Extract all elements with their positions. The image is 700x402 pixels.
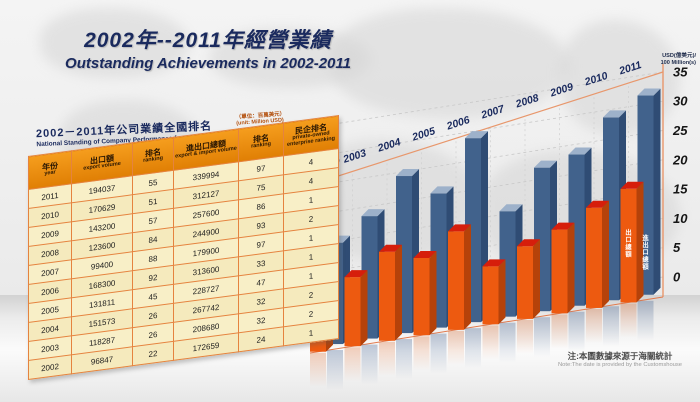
year-label-2007: 2007 [479,103,507,122]
value-axis-unit-en: 100 Million(s) [661,60,697,66]
export-bar-2008 [517,239,540,319]
bar-chart: 出口總額進出口總額2002200320042005200620072008200… [295,50,700,391]
reflection [344,347,361,382]
reflection [620,303,637,338]
reflection [430,333,447,374]
reflection [482,325,499,360]
year-label-2009: 2009 [548,81,575,100]
year-label-2006: 2006 [444,114,471,133]
chart-note-cn: 注:本圖數據來源于海關統計 [567,351,673,361]
page-title: 2002年--2011年經營業績 Outstanding Achievement… [58,24,358,72]
reflection [396,339,412,380]
reflection [534,317,550,358]
tick-label-10: 10 [673,211,688,226]
export-bar-2009 [551,222,575,314]
year-label-2004: 2004 [375,136,402,155]
tick-label-30: 30 [673,94,688,109]
reflection [448,330,464,365]
reflection [551,314,568,349]
map-blob [330,8,570,118]
reflection [603,306,619,347]
reflection [517,319,533,354]
year-axis-line [309,71,664,186]
reflection [413,336,430,371]
export-bar-2005 [413,250,437,336]
reflection [568,311,585,352]
reflection [327,350,343,391]
export-bar-2004 [379,244,402,341]
page-title-en: Outstanding Achievements in 2002-2011 [65,55,351,72]
year-label-2011: 2011 [617,59,643,78]
reflection [361,344,378,385]
chart-svg: 出口總額進出口總額2002200320042005200620072008200… [306,51,697,391]
year-label-2005: 2005 [410,125,437,144]
chart-note-en: Note:The date is provided by the Customs… [557,361,683,368]
total-series-label: 進出口總額 [642,233,649,271]
value-axis-unit-cn: USD(億美元)/ [662,51,696,59]
year-label-2010: 2010 [582,70,609,89]
tick-label-5: 5 [673,240,681,255]
performance-table-wrap: 年份 year 出口額 export volume 排名 ranking 進出口總額 expo… [28,115,339,380]
export-bar-2011 [620,181,644,303]
reflection [586,308,602,343]
export-bar-2007 [482,259,506,325]
chart-note: 注:本圖數據來源于海關統計 Note:The date is provided … [540,351,700,369]
export-bar-2010 [586,200,609,308]
reflection [499,322,516,363]
tick-label-35: 35 [673,64,688,79]
tick-label-0: 0 [673,270,681,285]
page-title-cn: 2002年--2011年經營業績 [84,29,332,52]
reflection [637,300,654,341]
column-header: 排名 ranking [132,137,174,176]
performance-table: 年份 year 出口額 export volume 排名 ranking 進出口總額 expo… [28,115,339,380]
reflection [465,328,481,369]
tick-label-15: 15 [673,182,688,197]
reflection [379,341,395,376]
map-blob [40,8,190,78]
export-bar-2006 [448,224,471,330]
year-label-2003: 2003 [341,147,368,166]
tick-label-25: 25 [672,123,688,138]
reflection [310,352,326,387]
export-series-label: 出口總額 [625,227,632,258]
tick-label-20: 20 [672,152,688,167]
export-bar-2003 [344,270,368,347]
